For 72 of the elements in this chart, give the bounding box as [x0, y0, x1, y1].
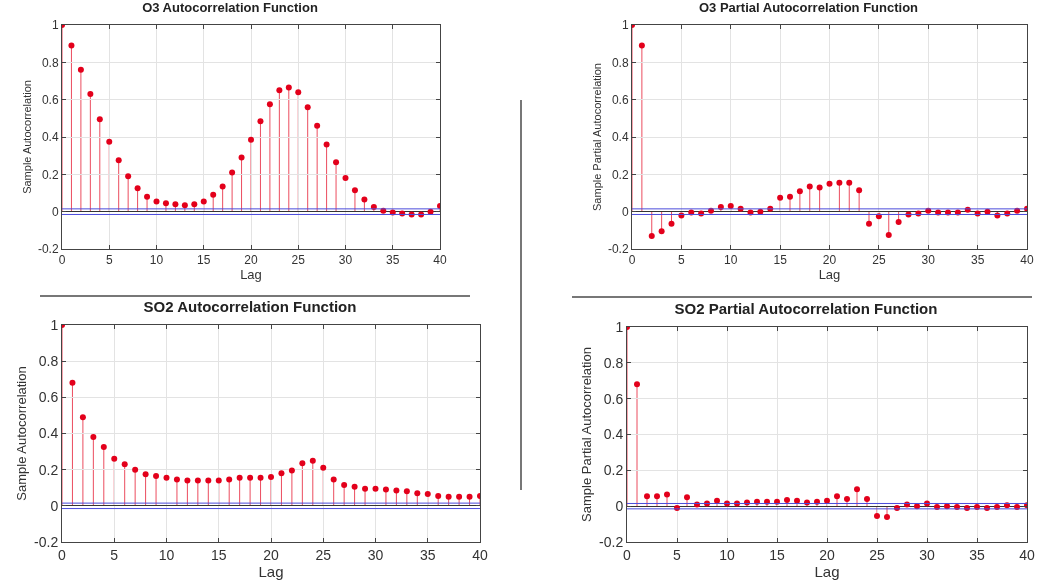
y-tick-label: 0.4 — [41, 130, 59, 145]
y-tick-label: 0.2 — [38, 461, 59, 478]
x-tick-label: 25 — [291, 253, 306, 268]
x-tick-label: 25 — [869, 546, 885, 563]
y-tick-label: 0 — [615, 498, 624, 515]
y-tick-label: 0.8 — [38, 353, 59, 370]
x-tick-label: 5 — [110, 546, 119, 563]
x-tick-label: 30 — [367, 546, 384, 563]
x-axis-title: Lag — [258, 562, 284, 580]
y-tick-label: -0.2 — [34, 533, 59, 550]
y-axis-title: Sample Autocorrelation — [14, 366, 30, 501]
y-axis-title: Sample Partial Autocorrelation — [579, 347, 595, 522]
chart-title: SO2 Partial Autocorrelation Function — [674, 299, 938, 317]
chart-title: O3 Autocorrelation Function — [142, 0, 318, 16]
y-tick-label: -0.2 — [599, 533, 624, 550]
x-tick-label: 30 — [919, 546, 935, 563]
y-tick-label: 0.6 — [603, 390, 624, 407]
x-tick-label: 20 — [244, 253, 258, 268]
x-tick-label: 5 — [105, 253, 113, 268]
x-tick-label: 15 — [773, 253, 788, 268]
x-tick-label: 10 — [158, 546, 175, 563]
chart-title: O3 Partial Autocorrelation Function — [698, 0, 919, 16]
x-tick-label: 25 — [872, 253, 886, 268]
x-tick-label: 30 — [338, 253, 353, 268]
y-tick-label: 0.6 — [38, 389, 59, 406]
y-tick-label: 0.8 — [41, 55, 59, 70]
x-tick-label: 20 — [263, 546, 279, 563]
y-tick-label: 0 — [621, 204, 629, 219]
y-tick-label: 0.2 — [41, 167, 59, 182]
x-axis-title: Lag — [814, 562, 840, 580]
y-axis-title: Sample Autocorrelation — [20, 80, 33, 194]
x-tick-label: 15 — [197, 253, 211, 268]
y-tick-label: 0.4 — [611, 130, 629, 145]
x-tick-label: 40 — [1019, 546, 1035, 563]
y-tick-label: 0 — [51, 204, 59, 219]
y-tick-label: 1 — [51, 18, 59, 33]
x-tick-label: 40 — [1020, 253, 1034, 268]
x-tick-label: 40 — [433, 253, 447, 268]
x-tick-label: 30 — [921, 253, 936, 268]
y-tick-label: 0.8 — [603, 354, 624, 371]
x-tick-label: 35 — [969, 546, 985, 563]
x-tick-label: 5 — [678, 253, 686, 268]
y-tick-label: -0.2 — [607, 242, 629, 257]
y-axis-title: Sample Partial Autocorrelation — [590, 63, 603, 211]
y-tick-label: 0.6 — [41, 92, 59, 107]
x-tick-label: 10 — [149, 253, 164, 268]
y-tick-label: 1 — [50, 316, 59, 333]
x-axis-title: Lag — [240, 267, 262, 283]
x-axis-title: Lag — [818, 267, 841, 283]
y-tick-label: 1 — [621, 18, 629, 33]
y-tick-label: 0.8 — [611, 55, 629, 70]
x-tick-label: 35 — [386, 253, 400, 268]
x-tick-label: 20 — [822, 253, 837, 268]
y-tick-label: 0 — [50, 497, 59, 514]
y-tick-label: 0.4 — [603, 426, 624, 443]
y-tick-label: 0.6 — [611, 92, 629, 107]
x-tick-label: 10 — [724, 253, 738, 268]
y-tick-label: 0.4 — [38, 425, 59, 442]
y-tick-label: 0.2 — [603, 462, 624, 479]
x-tick-label: 35 — [970, 253, 985, 268]
x-tick-label: 15 — [769, 546, 785, 563]
y-tick-label: 0.2 — [611, 167, 629, 182]
x-tick-label: 15 — [210, 546, 227, 563]
x-tick-label: 10 — [719, 546, 735, 563]
x-tick-label: 40 — [472, 546, 488, 563]
x-tick-label: 20 — [819, 546, 835, 563]
x-tick-label: 25 — [315, 546, 332, 563]
y-tick-label: 1 — [615, 318, 624, 335]
y-tick-label: -0.2 — [37, 242, 59, 257]
x-tick-label: 5 — [673, 546, 682, 563]
x-tick-label: 35 — [419, 546, 436, 563]
chart-title: SO2 Autocorrelation Function — [143, 297, 357, 315]
